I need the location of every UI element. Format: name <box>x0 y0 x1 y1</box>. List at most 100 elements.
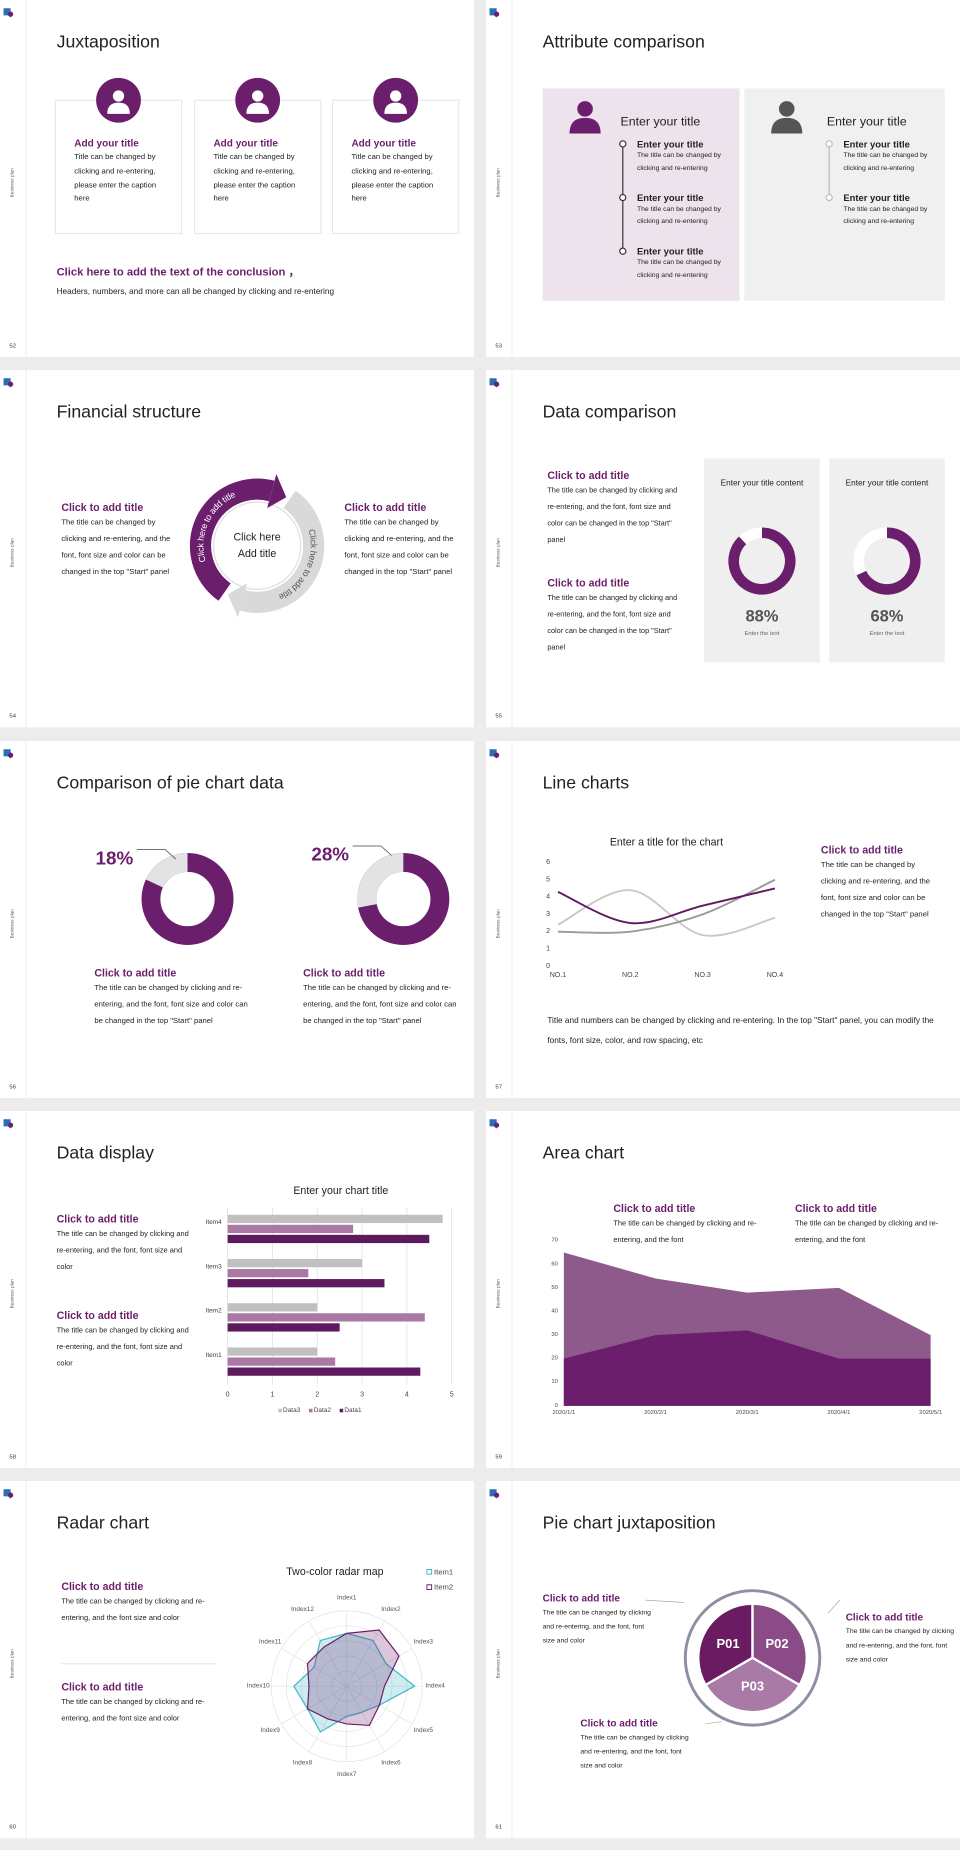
icon-body <box>384 102 407 114</box>
block-text-box: The title can be changed by clicking and… <box>547 487 678 545</box>
bar <box>227 1234 430 1244</box>
icon-head <box>577 101 593 117</box>
block-text-box: The title can be changed by clicking and… <box>61 518 171 577</box>
y-tick-label: 6 <box>546 859 550 866</box>
block-text-box: The title can be changed by clicking and… <box>56 1230 189 1272</box>
segment-label: P01 <box>716 1637 739 1652</box>
item-title: Enter your title <box>637 192 704 203</box>
legend-swatch <box>278 1408 282 1413</box>
slide-title: Comparison of pie chart data <box>57 772 284 792</box>
slide-title: Area chart <box>542 1142 624 1162</box>
card-title: Enter your title content <box>845 479 929 489</box>
legend-swatch <box>426 1584 433 1591</box>
axis-label: Index8 <box>293 1760 313 1767</box>
card-text: Title can be changed by clicking and re-… <box>74 153 157 204</box>
block-text: The title can be changed by clicking and… <box>542 1609 651 1646</box>
legend-swatch <box>339 1408 344 1413</box>
slide-number: 58 <box>9 1455 16 1461</box>
item-title: Enter your title <box>843 138 909 149</box>
x-tick-label: 3 <box>360 1392 364 1399</box>
x-tick-label: NO.4 <box>767 972 784 979</box>
y-tick-label: 70 <box>551 1238 558 1244</box>
x-tick-label: 1 <box>270 1392 274 1399</box>
block-text-box: The title can be changed by clicking and… <box>580 1734 689 1771</box>
slide-number: 55 <box>495 714 502 720</box>
logo-dot <box>493 752 500 758</box>
card-title: Add your title <box>74 138 139 149</box>
slide-number: 54 <box>9 714 16 720</box>
block-text: The title can be changed by clicking and… <box>303 983 457 1025</box>
x-tick-label: 2020/5/1 <box>919 1410 942 1416</box>
logo-dot <box>493 1122 500 1128</box>
legend-swatch <box>426 1569 433 1575</box>
icon-body <box>569 117 601 134</box>
card-text-box: Title can be changed by clicking and re-… <box>74 153 157 204</box>
arc-purple <box>189 478 275 602</box>
block-title: Click to add title <box>547 470 629 482</box>
item-text: The title can be changed by clicking and… <box>636 205 721 226</box>
y-tick-label: 30 <box>551 1332 558 1338</box>
block-title: Click to add title <box>580 1719 658 1730</box>
slide: Business plan 57 Line charts Enter a title … <box>485 740 960 1098</box>
axis-label: Index11 <box>259 1639 282 1646</box>
x-tick-label: 4 <box>405 1392 409 1399</box>
donut-value <box>145 852 189 888</box>
block-title: Click to add title <box>57 1310 139 1322</box>
x-tick-label: 2020/3/1 <box>736 1410 759 1416</box>
legend-label: Item1 <box>434 1568 453 1577</box>
y-tick-label: Item3 <box>206 1263 223 1270</box>
block-text: The title can be changed by clicking and… <box>61 518 171 577</box>
block-text-box: The title can be changed by clicking and… <box>94 984 247 1025</box>
side-label: Business plan <box>9 538 14 568</box>
arc-arrow <box>267 474 287 509</box>
y-tick-label: 0 <box>555 1403 559 1409</box>
area-series <box>563 1330 931 1406</box>
connector <box>827 1600 840 1614</box>
side-label: Business plan <box>9 1649 14 1679</box>
card-title: Add your title <box>213 138 278 149</box>
radar-spoke <box>281 1686 347 1725</box>
card <box>829 458 945 663</box>
radar-spoke <box>346 1620 385 1687</box>
block-text: The title can be changed by clicking and… <box>613 1219 757 1245</box>
item-text-box: The title can be changed by clicking and… <box>843 152 927 171</box>
card-caption: Enter the text <box>869 631 904 637</box>
side-label: Business plan <box>9 168 14 198</box>
timeline-dot <box>825 193 833 202</box>
x-tick-label: 5 <box>450 1392 454 1399</box>
radar-spoke <box>308 1620 348 1687</box>
block-text: The title can be changed by clicking and… <box>56 1230 189 1272</box>
timeline-dot <box>619 140 627 148</box>
block-text: The title can be changed by clicking and… <box>547 487 678 545</box>
card-text-box: Title can be changed by clicking and re-… <box>351 153 433 203</box>
y-tick-label: 50 <box>551 1285 558 1291</box>
logo-dot <box>493 381 500 388</box>
segment-label: P02 <box>765 1637 788 1652</box>
axis-label: Index9 <box>260 1727 280 1734</box>
slide: Business plan 53 Attribute comparison Enter… <box>485 0 960 358</box>
bar <box>227 1357 336 1366</box>
logo-dot <box>8 752 14 758</box>
item-text-box: The title can be changed by clicking and… <box>843 206 927 225</box>
block-text: The title can be changed by clicking and… <box>794 1219 939 1245</box>
block-text-box: The title can be changed by clicking and… <box>56 1326 189 1369</box>
axis-label: Index2 <box>381 1606 401 1613</box>
block-text-box: The title can be changed by clicking and… <box>542 1609 651 1646</box>
item-text-box: The title can be changed by clicking and… <box>637 259 721 278</box>
block-title: Click to add title <box>61 1581 143 1593</box>
y-tick-label: Item4 <box>206 1219 223 1226</box>
connector <box>645 1600 685 1604</box>
side-label: Business plan <box>495 1279 500 1309</box>
block-text-box: The title can be changed by clicking and… <box>846 1629 954 1664</box>
bar <box>227 1313 425 1322</box>
block-text: The title can be changed by clicking and… <box>56 1326 189 1369</box>
slide: Business plan 58 Data display Click to add … <box>0 1110 475 1469</box>
card-text-box: Title can be changed by clicking and re-… <box>213 153 295 203</box>
slide-title: Financial structure <box>57 402 202 422</box>
conclusion-title: Click here to add the text of the conclu… <box>57 266 300 278</box>
block-title: Click to add title <box>542 1594 620 1605</box>
block-title: Click to add title <box>613 1203 695 1215</box>
side-label: Business plan <box>495 908 500 938</box>
block-text: The title can be changed by clicking and… <box>580 1734 689 1771</box>
